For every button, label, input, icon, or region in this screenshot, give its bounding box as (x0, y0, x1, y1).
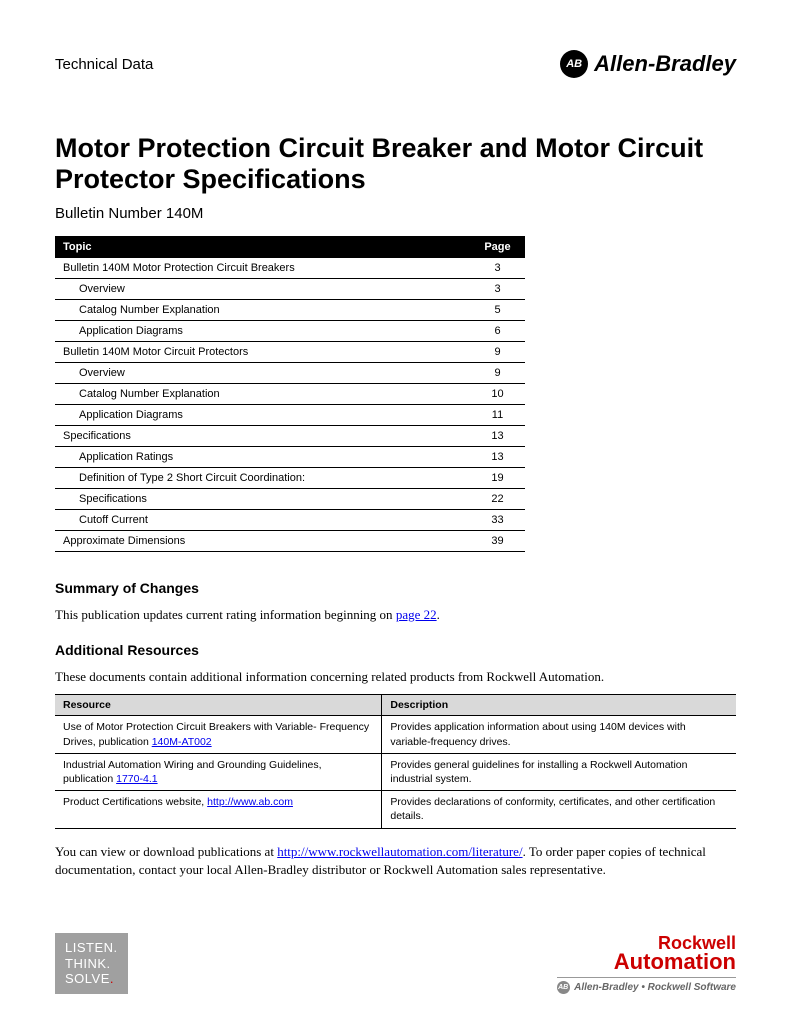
resource-cell: Use of Motor Protection Circuit Breakers… (55, 716, 382, 753)
toc-page: 3 (470, 258, 525, 279)
footer-brands-text: Allen-Bradley • Rockwell Software (574, 982, 736, 993)
footer-brands: AB Allen-Bradley • Rockwell Software (557, 977, 736, 994)
rockwell-logo-bottom: Automation (557, 952, 736, 973)
toc-row: Cutoff Current33 (55, 510, 525, 531)
resources-row: Use of Motor Protection Circuit Breakers… (55, 716, 736, 753)
resource-link[interactable]: http://www.ab.com (207, 796, 293, 808)
brand-logo: AB Allen-Bradley (560, 50, 736, 78)
resources-body: Use of Motor Protection Circuit Breakers… (55, 716, 736, 828)
toc-label: Application Diagrams (55, 321, 470, 342)
toc-row: Specifications22 (55, 489, 525, 510)
description-cell: Provides declarations of conformity, cer… (382, 791, 736, 828)
listen-l3: SOLVE (65, 971, 110, 986)
ab-logo-icon: AB (560, 50, 588, 78)
toc-label: Catalog Number Explanation (55, 300, 470, 321)
summary-heading: Summary of Changes (55, 580, 736, 596)
closing-pre: You can view or download publications at (55, 844, 277, 859)
resources-col-resource: Resource (55, 695, 382, 716)
additional-heading: Additional Resources (55, 642, 736, 658)
toc-page: 13 (470, 426, 525, 447)
toc-body: Bulletin 140M Motor Protection Circuit B… (55, 258, 525, 552)
resource-text: Use of Motor Protection Circuit Breakers… (63, 721, 369, 747)
toc-page: 3 (470, 279, 525, 300)
toc-page: 5 (470, 300, 525, 321)
resource-link[interactable]: 1770-4.1 (116, 773, 157, 785)
toc-label: Application Diagrams (55, 405, 470, 426)
toc-col-page: Page (470, 236, 525, 258)
page-header: Technical Data AB Allen-Bradley (55, 50, 736, 78)
toc-label: Overview (55, 279, 470, 300)
resource-text: Product Certifications website, (63, 796, 207, 808)
toc-row: Catalog Number Explanation10 (55, 384, 525, 405)
toc-label: Cutoff Current (55, 510, 470, 531)
listen-think-solve-box: LISTEN. THINK. SOLVE. (55, 933, 128, 994)
toc-page: 19 (470, 468, 525, 489)
closing-text: You can view or download publications at… (55, 843, 736, 879)
closing-link[interactable]: http://www.rockwellautomation.com/litera… (277, 844, 522, 859)
toc-page: 39 (470, 531, 525, 552)
toc-page: 33 (470, 510, 525, 531)
brand-name: Allen-Bradley (594, 51, 736, 77)
toc-label: Catalog Number Explanation (55, 384, 470, 405)
toc-page: 6 (470, 321, 525, 342)
toc-row: Overview9 (55, 363, 525, 384)
document-title: Motor Protection Circuit Breaker and Mot… (55, 133, 736, 195)
toc-label: Application Ratings (55, 447, 470, 468)
toc-row: Overview3 (55, 279, 525, 300)
summary-text-post: . (437, 607, 440, 622)
resource-link[interactable]: 140M-AT002 (152, 736, 212, 748)
summary-text: This publication updates current rating … (55, 606, 736, 624)
toc-page: 9 (470, 342, 525, 363)
toc-row: Catalog Number Explanation5 (55, 300, 525, 321)
description-cell: Provides general guidelines for installi… (382, 753, 736, 790)
toc-label: Specifications (55, 426, 470, 447)
toc-row: Application Diagrams11 (55, 405, 525, 426)
toc-table: Topic Page Bulletin 140M Motor Protectio… (55, 236, 525, 552)
toc-row: Specifications13 (55, 426, 525, 447)
toc-label: Approximate Dimensions (55, 531, 470, 552)
solve-dot-icon: . (110, 971, 114, 986)
toc-page: 9 (470, 363, 525, 384)
toc-label: Definition of Type 2 Short Circuit Coord… (55, 468, 470, 489)
toc-row: Definition of Type 2 Short Circuit Coord… (55, 468, 525, 489)
toc-page: 22 (470, 489, 525, 510)
listen-l2: THINK. (65, 956, 111, 971)
toc-row: Bulletin 140M Motor Protection Circuit B… (55, 258, 525, 279)
toc-label: Overview (55, 363, 470, 384)
additional-intro: These documents contain additional infor… (55, 668, 736, 686)
document-category: Technical Data (55, 56, 153, 73)
listen-l1: LISTEN. (65, 940, 118, 955)
resources-col-description: Description (382, 695, 736, 716)
resources-row: Industrial Automation Wiring and Groundi… (55, 753, 736, 790)
summary-text-pre: This publication updates current rating … (55, 607, 396, 622)
resource-cell: Industrial Automation Wiring and Groundi… (55, 753, 382, 790)
page-footer: LISTEN. THINK. SOLVE. Rockwell Automatio… (55, 933, 736, 994)
toc-row: Application Ratings13 (55, 447, 525, 468)
toc-row: Application Diagrams6 (55, 321, 525, 342)
toc-label: Bulletin 140M Motor Circuit Protectors (55, 342, 470, 363)
footer-right: Rockwell Automation AB Allen-Bradley • R… (557, 935, 736, 994)
toc-col-topic: Topic (55, 236, 470, 258)
description-cell: Provides application information about u… (382, 716, 736, 753)
toc-page: 13 (470, 447, 525, 468)
toc-label: Bulletin 140M Motor Protection Circuit B… (55, 258, 470, 279)
summary-link[interactable]: page 22 (396, 607, 437, 622)
resources-table: Resource Description Use of Motor Protec… (55, 694, 736, 828)
resource-cell: Product Certifications website, http://w… (55, 791, 382, 828)
resource-text: Industrial Automation Wiring and Groundi… (63, 759, 322, 785)
toc-label: Specifications (55, 489, 470, 510)
toc-row: Approximate Dimensions39 (55, 531, 525, 552)
resources-row: Product Certifications website, http://w… (55, 791, 736, 828)
toc-row: Bulletin 140M Motor Circuit Protectors9 (55, 342, 525, 363)
toc-page: 10 (470, 384, 525, 405)
toc-page: 11 (470, 405, 525, 426)
bulletin-number: Bulletin Number 140M (55, 205, 736, 222)
ab-small-icon: AB (557, 981, 570, 994)
